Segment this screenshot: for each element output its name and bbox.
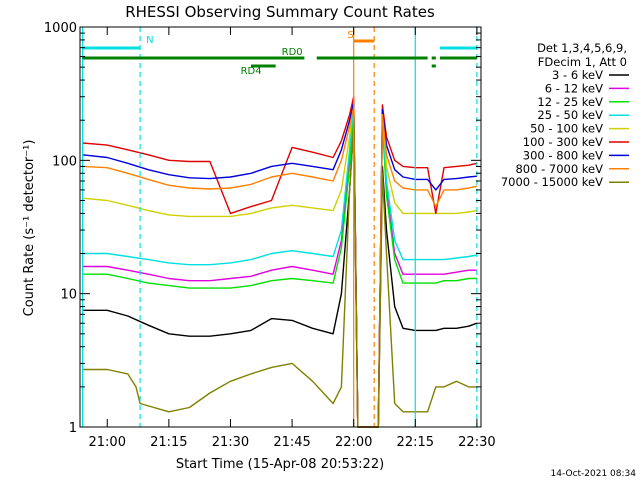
x-tick-label-3: 21:45: [273, 435, 310, 450]
timestamp: 14-Oct-2021 08:34: [551, 469, 637, 479]
legend-label-5: 100 - 300 keV: [523, 135, 603, 149]
legend-label-8: 7000 - 15000 keV: [501, 175, 603, 189]
series-line-8: [82, 125, 477, 428]
legend-label-7: 800 - 7000 keV: [515, 162, 603, 176]
y-axis-label: Count Rate (s⁻¹ detector⁻¹): [22, 140, 37, 317]
x-tick-label-1: 21:15: [150, 435, 187, 450]
vertical-lines-layer: [82, 27, 478, 427]
x-tick-label-2: 21:30: [212, 435, 249, 450]
legend-label-6: 300 - 800 keV: [523, 148, 603, 162]
x-tick-label-5: 22:15: [397, 435, 434, 450]
series-line-2: [82, 111, 477, 428]
y-tick-label-1: 10: [60, 288, 77, 303]
annotation-layer: N RD0 RD4 S: [82, 30, 477, 77]
annotation-label-0: N: [146, 35, 153, 46]
legend-title-line-2: FDecim 1, Att 0: [538, 55, 627, 69]
y-tick-label-3: 1000: [44, 21, 77, 36]
series-line-4: [82, 99, 478, 428]
plot-frame: [79, 26, 482, 428]
legend: Det 1,3,4,5,6,9, FDecim 1, Att 0 3 - 6 k…: [501, 41, 629, 189]
legend-label-0: 3 - 6 keV: [552, 68, 603, 82]
annotation-label-1: RD0: [282, 47, 303, 58]
legend-label-4: 50 - 100 keV: [530, 122, 603, 136]
x-tick-label-6: 22:30: [458, 435, 495, 450]
axis-layer: 21:00 21:15 21:30 21:45 22:00 22:15 22:30 1 10 10…: [44, 21, 496, 450]
y-tick-label-0: 1: [69, 421, 77, 436]
chart-title: RHESSI Observing Summary Count Rates: [125, 3, 435, 21]
legend-label-1: 6 - 12 keV: [545, 81, 603, 95]
y-tick-label-2: 100: [52, 154, 77, 169]
series-layer: [82, 95, 478, 428]
series-line-6: [82, 102, 477, 428]
legend-title-line-1: Det 1,3,4,5,6,9,: [537, 41, 627, 55]
annotation-label-3: S: [347, 30, 353, 41]
legend-label-3: 25 - 50 keV: [537, 108, 603, 122]
x-axis-label: Start Time (15-Apr-08 20:53:22): [176, 457, 384, 472]
series-line-7: [82, 106, 478, 428]
x-tick-label-0: 21:00: [89, 435, 126, 450]
legend-label-2: 12 - 25 keV: [537, 95, 603, 109]
annotation-label-2: RD4: [241, 66, 262, 77]
series-line-3: [82, 104, 478, 428]
x-tick-label-4: 22:00: [335, 435, 372, 450]
